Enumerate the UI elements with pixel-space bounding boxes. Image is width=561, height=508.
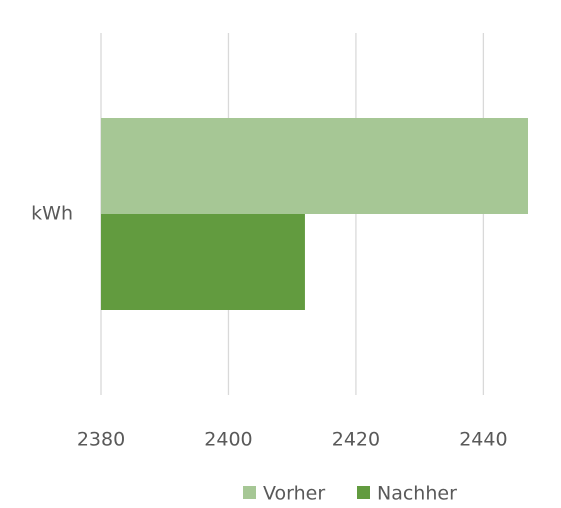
legend-label: Vorher xyxy=(263,483,325,505)
bar xyxy=(101,118,528,214)
x-tick-label: 2420 xyxy=(332,429,380,451)
bar xyxy=(101,214,305,310)
x-tick-label: 2380 xyxy=(77,429,125,451)
x-tick-label: 2440 xyxy=(459,429,507,451)
legend-swatch xyxy=(243,486,256,499)
x-tick-label: 2400 xyxy=(204,429,252,451)
legend-label: Nachher xyxy=(377,483,457,505)
y-tick-label: kWh xyxy=(31,203,73,225)
legend-swatch xyxy=(357,486,370,499)
